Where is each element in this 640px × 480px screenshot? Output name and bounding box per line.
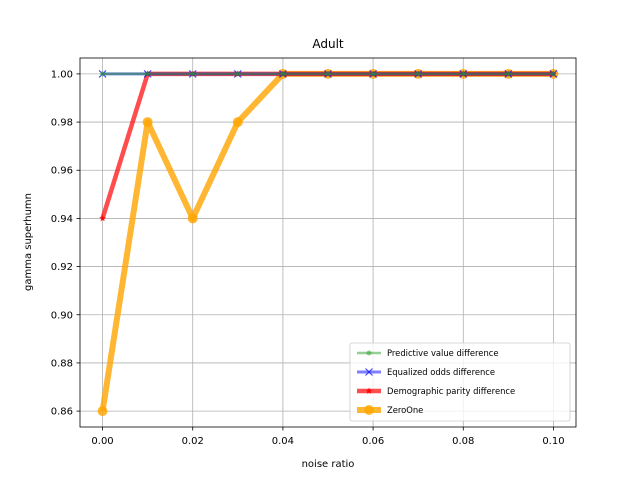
data-point <box>325 71 331 77</box>
x-tick-label: 0.08 <box>452 436 474 447</box>
data-point <box>505 71 511 77</box>
y-axis-label: gamma superhumn <box>23 193 34 291</box>
data-point <box>99 214 106 222</box>
plot-frame <box>79 57 577 428</box>
data-point <box>460 71 466 77</box>
legend-marker <box>366 350 372 356</box>
legend-box <box>349 342 571 422</box>
chart-title: Adult <box>312 37 344 51</box>
y-tick-label: 0.86 <box>51 407 73 418</box>
data-point <box>142 117 153 128</box>
y-tick-label: 1.00 <box>51 69 73 80</box>
data-point <box>145 71 151 77</box>
y-tick-label: 0.96 <box>51 166 73 177</box>
legend-marker <box>364 405 374 415</box>
legend-marker <box>365 368 373 376</box>
y-tick-label: 0.98 <box>51 118 73 129</box>
y-tick-label: 0.92 <box>51 262 73 273</box>
data-point <box>190 71 196 77</box>
data-point <box>232 117 243 128</box>
y-tick-label: 0.94 <box>51 214 73 225</box>
data-point <box>100 71 106 77</box>
x-axis-ticks: 0.00 0.02 0.04 0.06 0.08 0.10 <box>91 427 565 447</box>
x-axis-label: noise ratio <box>302 459 355 470</box>
y-axis-ticks: 0.86 0.88 0.90 0.92 0.94 0.96 0.98 1.00 <box>51 69 80 418</box>
y-tick-label: 0.90 <box>51 310 73 321</box>
x-tick-label: 0.06 <box>362 436 384 447</box>
data-point <box>280 71 286 77</box>
x-tick-label: 0.04 <box>272 436 294 447</box>
data-point <box>370 71 376 77</box>
x-tick-label: 0.02 <box>182 436 204 447</box>
data-point <box>97 406 108 417</box>
series-group <box>97 68 559 417</box>
legend-marker <box>365 387 373 394</box>
legend-label: Equalized odds difference <box>387 367 495 377</box>
x-tick-label: 0.00 <box>91 436 113 447</box>
data-point <box>415 71 421 77</box>
legend-label: Demographic parity difference <box>387 386 515 396</box>
y-tick-label: 0.88 <box>51 358 73 369</box>
series-0 <box>100 71 556 77</box>
legend-label: Predictive value difference <box>387 348 499 358</box>
x-tick-label: 0.10 <box>542 436 564 447</box>
legend: Predictive value difference Equalized odd… <box>349 342 571 422</box>
data-point <box>235 71 241 77</box>
data-point <box>550 71 556 77</box>
data-point <box>187 213 198 224</box>
legend-label: ZeroOne <box>387 405 423 415</box>
